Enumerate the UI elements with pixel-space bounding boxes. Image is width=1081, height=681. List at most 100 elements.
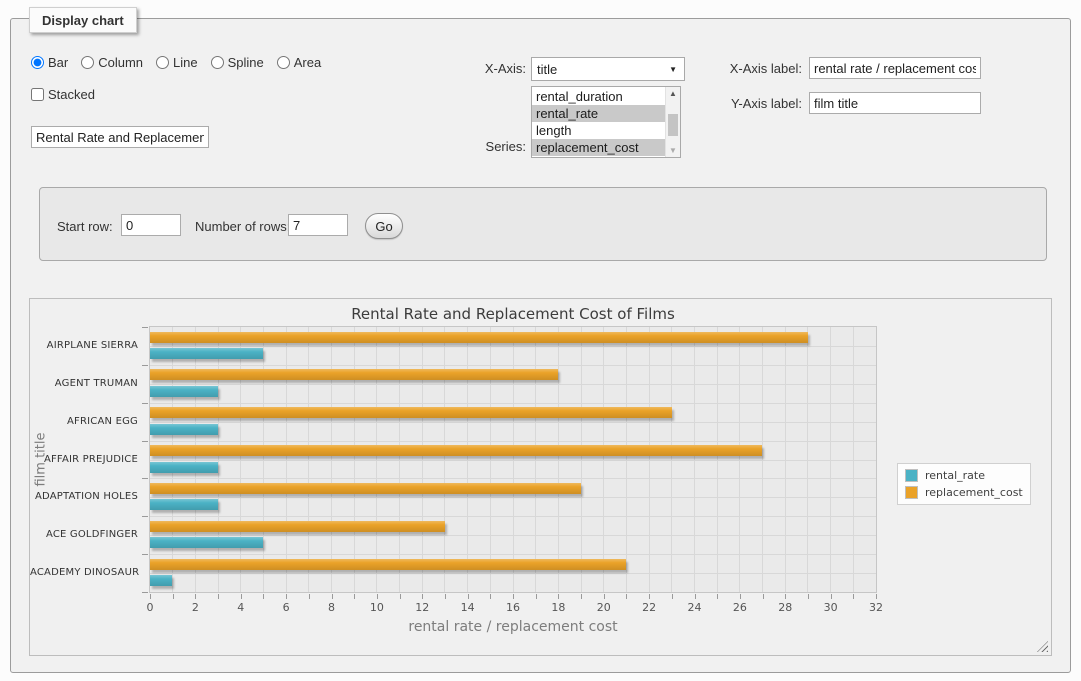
y-axis-tick xyxy=(142,327,148,328)
x-axis-label-input[interactable] xyxy=(809,57,981,79)
stacked-row: Stacked xyxy=(31,87,95,102)
gridline-h xyxy=(150,535,876,537)
bar-rental-rate-ace-goldfinger xyxy=(150,537,264,549)
x-axis-tick xyxy=(830,594,832,599)
scroll-thumb[interactable] xyxy=(668,114,678,136)
chart-type-radio-column[interactable] xyxy=(81,56,95,69)
legend-item-replacement-cost: replacement_cost xyxy=(905,486,1023,499)
y-axis-tick xyxy=(142,478,148,480)
x-axis-tick-label: 26 xyxy=(732,601,747,614)
x-axis-tick xyxy=(853,594,855,599)
scroll-down-icon[interactable]: ▼ xyxy=(669,146,677,155)
x-axis-tick xyxy=(490,594,492,599)
x-axis-tick-label: 6 xyxy=(282,601,290,614)
start-row-input[interactable] xyxy=(121,214,181,236)
x-axis-tick-label: 32 xyxy=(869,601,883,614)
gridline-h xyxy=(150,516,876,518)
y-axis-label-input[interactable] xyxy=(809,92,981,114)
x-axis-tick xyxy=(785,594,787,599)
series-caption: Series: xyxy=(485,139,526,154)
x-axis-tick xyxy=(671,594,673,599)
bar-replacement-cost-affair-prejudice xyxy=(150,445,763,457)
y-axis-tick xyxy=(142,364,148,366)
gridline-h xyxy=(150,459,876,461)
x-axis-caption: X-Axis: xyxy=(484,61,526,76)
number-of-rows-input[interactable] xyxy=(288,214,348,236)
x-axis-tick-label: 2 xyxy=(191,601,199,614)
bar-replacement-cost-academy-dinosaur xyxy=(150,558,627,570)
chart-type-radio-spline[interactable] xyxy=(210,56,224,69)
y-axis-label-caption: Y-Axis label: xyxy=(730,96,802,111)
chart-type-label: Bar xyxy=(48,55,69,70)
bar-rental-rate-airplane-sierra xyxy=(150,348,264,359)
x-axis-tick-label: 8 xyxy=(328,601,335,614)
chart-type-radio-bar[interactable] xyxy=(31,56,44,69)
gridline-h xyxy=(150,383,876,385)
x-axis-tick-label: 28 xyxy=(778,601,793,614)
x-axis-tick-label: 24 xyxy=(687,601,702,614)
category-label-agent-truman: AGENT TRUMAN xyxy=(54,377,138,389)
x-axis-tick xyxy=(535,594,537,599)
series-option-rental-rate[interactable]: rental_rate xyxy=(532,105,665,122)
chart-title-input[interactable] xyxy=(31,126,209,148)
x-axis-tick xyxy=(694,594,696,599)
series-options: rental_duration rental_rate length replacem… xyxy=(532,88,665,156)
gridline-h xyxy=(150,573,876,575)
number-of-rows-label: Number of rows: xyxy=(195,219,291,234)
category-label-academy-dinosaur: ACADEMY DINOSAUR xyxy=(30,567,140,579)
stacked-option[interactable]: Stacked xyxy=(31,87,95,102)
chart-type-bar[interactable]: Bar xyxy=(31,55,68,70)
x-axis-select[interactable]: title ▼ xyxy=(531,57,685,81)
x-axis-tick xyxy=(603,594,605,599)
legend-label: replacement_cost xyxy=(925,486,1023,499)
chart-type-radio-line[interactable] xyxy=(156,56,170,69)
chart-type-area[interactable]: Area xyxy=(276,55,321,70)
rows-panel: Start row: Number of rows: Go xyxy=(39,187,1047,261)
series-option-replacement-cost[interactable]: replacement_cost xyxy=(532,139,665,156)
series-option-rental-duration[interactable]: rental_duration xyxy=(536,89,623,104)
bar-rental-rate-agent-truman xyxy=(150,385,218,397)
x-axis-tick-label: 0 xyxy=(146,601,154,614)
gridline-h xyxy=(150,497,876,499)
go-button[interactable]: Go xyxy=(365,213,403,239)
chart-title: Rental Rate and Replacement Cost of Film… xyxy=(351,305,675,323)
start-row-label: Start row: xyxy=(57,219,113,234)
x-axis-tick-label: 10 xyxy=(369,601,384,614)
gridline-h xyxy=(150,345,876,347)
series-option-length[interactable]: length xyxy=(536,123,572,138)
x-axis-tick xyxy=(240,594,242,599)
chart-type-radio-area[interactable] xyxy=(276,56,290,69)
y-axis-tick xyxy=(142,402,148,404)
gridline-h xyxy=(150,421,876,423)
chart-type-line[interactable]: Line xyxy=(156,55,198,70)
x-axis-tick-label: 18 xyxy=(551,601,566,614)
y-axis-tick xyxy=(142,516,148,518)
chart-type-spline[interactable]: Spline xyxy=(210,55,264,70)
x-axis-tick xyxy=(286,594,288,599)
bar-replacement-cost-african-egg xyxy=(150,407,672,419)
series-multiselect[interactable]: rental_duration rental_rate length replacem… xyxy=(531,86,681,158)
chart-type-column[interactable]: Column xyxy=(81,55,143,70)
x-axis-tick-label: 20 xyxy=(596,601,611,614)
resize-handle-icon[interactable] xyxy=(1037,641,1048,652)
legend-item-rental-rate: rental_rate xyxy=(905,469,1023,482)
series-scrollbar[interactable]: ▲ ▼ xyxy=(665,87,680,157)
x-axis-tick xyxy=(172,594,174,599)
bar-replacement-cost-airplane-sierra xyxy=(150,331,808,343)
category-label-adaptation-holes: ADAPTATION HOLES xyxy=(34,491,138,503)
x-axis-tick xyxy=(807,594,809,599)
stacked-checkbox[interactable] xyxy=(31,88,44,101)
chevron-down-icon: ▼ xyxy=(669,65,677,74)
gridline-h xyxy=(150,554,876,556)
category-label-airplane-sierra: AIRPLANE SIERRA xyxy=(46,339,138,351)
x-axis-select-value: title xyxy=(537,61,558,77)
bar-replacement-cost-agent-truman xyxy=(150,369,559,381)
stacked-label: Stacked xyxy=(48,87,95,102)
panel-legend: Display chart xyxy=(29,7,137,33)
bar-rental-rate-affair-prejudice xyxy=(150,461,218,473)
scroll-up-icon[interactable]: ▲ xyxy=(669,89,677,98)
category-label-african-egg: AFRICAN EGG xyxy=(67,415,138,427)
x-axis-tick xyxy=(513,594,514,599)
x-axis-tick-label: 30 xyxy=(823,601,838,614)
x-axis-tick xyxy=(876,594,877,599)
